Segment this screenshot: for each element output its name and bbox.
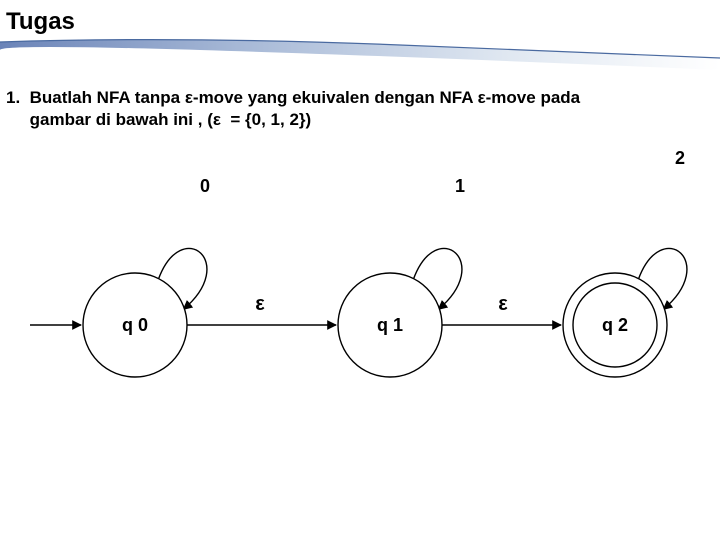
title-bar: Tugas (0, 0, 720, 70)
svg-text:1: 1 (455, 176, 465, 196)
svg-text:q 0: q 0 (122, 315, 148, 335)
nfa-diagram: ε ε 0 1 2 q 0 q 1 q 2 (0, 150, 720, 430)
svg-text:q 2: q 2 (602, 315, 628, 335)
svg-text:ε: ε (255, 293, 265, 315)
svg-text:q 1: q 1 (377, 315, 403, 335)
question-line-2: gambar di bawah ini , (ε = {0, 1, 2}) (6, 110, 311, 130)
nfa-svg: ε ε 0 1 2 q 0 q 1 q 2 (0, 150, 720, 430)
svg-text:2: 2 (675, 150, 685, 168)
title-underline-swoosh (0, 0, 720, 70)
svg-text:0: 0 (200, 176, 210, 196)
page-title: Tugas (6, 8, 75, 36)
svg-text:ε: ε (498, 293, 508, 315)
question-line-1: 1. Buatlah NFA tanpa ε-move yang ekuival… (6, 88, 580, 108)
